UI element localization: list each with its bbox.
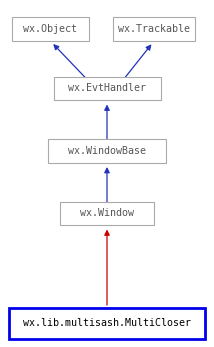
FancyBboxPatch shape — [60, 202, 154, 225]
FancyBboxPatch shape — [54, 77, 160, 100]
FancyBboxPatch shape — [113, 17, 195, 41]
FancyBboxPatch shape — [48, 139, 166, 163]
Text: wx.EvtHandler: wx.EvtHandler — [68, 84, 146, 93]
Text: wx.Trackable: wx.Trackable — [118, 24, 190, 34]
Text: wx.Object: wx.Object — [23, 24, 77, 34]
FancyBboxPatch shape — [9, 308, 205, 339]
Text: wx.WindowBase: wx.WindowBase — [68, 146, 146, 156]
Text: wx.Window: wx.Window — [80, 209, 134, 218]
FancyBboxPatch shape — [12, 17, 89, 41]
Text: wx.lib.multisash.MultiCloser: wx.lib.multisash.MultiCloser — [23, 319, 191, 328]
